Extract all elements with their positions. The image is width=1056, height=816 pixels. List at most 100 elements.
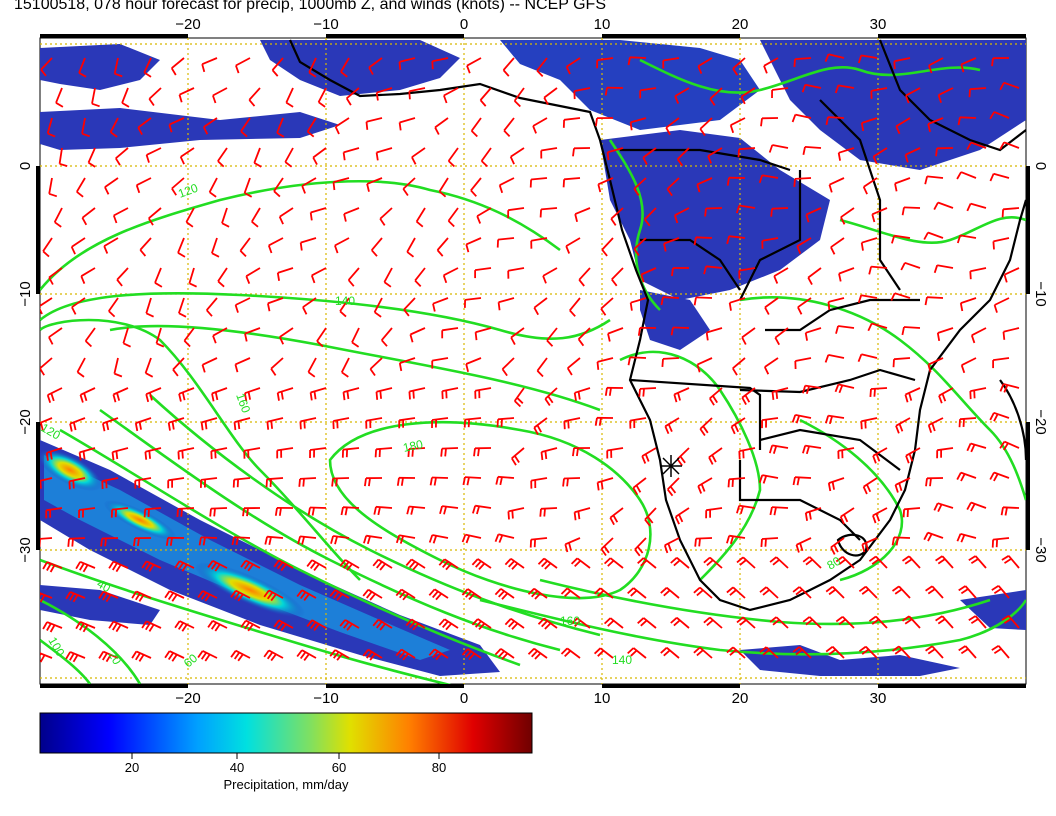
wind-barb-feather xyxy=(772,619,780,626)
wind-barb-feather xyxy=(564,590,572,598)
wind-barb-feather xyxy=(726,586,734,594)
wind-barb xyxy=(402,177,416,190)
wind-barb-feather xyxy=(431,61,434,70)
wind-barb-feather xyxy=(48,192,58,198)
wind-barb-feather xyxy=(703,616,711,624)
wind-barb-feather xyxy=(660,587,668,594)
wind-barb xyxy=(796,237,812,247)
wind-barb xyxy=(533,587,548,599)
wind-barb xyxy=(399,357,416,364)
wind-barb-feather xyxy=(501,592,509,600)
wind-barb xyxy=(536,357,548,372)
wind-barb xyxy=(1003,141,1020,149)
wind-barb xyxy=(828,354,845,359)
wind-barb xyxy=(202,357,218,366)
wind-barb-feather xyxy=(931,423,936,432)
wind-barb-feather xyxy=(603,557,612,565)
wind-barb-feather xyxy=(772,559,780,566)
wind-barb-feather xyxy=(544,562,552,570)
wind-barb-feather xyxy=(503,129,511,138)
wind-barb-feather xyxy=(133,537,136,547)
wind-barb xyxy=(597,477,614,484)
wind-barb xyxy=(470,177,482,191)
wind-barb-feather xyxy=(33,592,37,599)
wind-barb-feather xyxy=(379,563,386,571)
wind-barb-feather xyxy=(828,415,833,425)
wind-barb-feather xyxy=(861,588,870,595)
wind-barb-feather xyxy=(966,142,972,150)
wind-barb xyxy=(970,202,987,209)
wind-barb xyxy=(148,207,162,219)
precipitation-layer xyxy=(40,40,1026,676)
wind-barb xyxy=(903,206,921,209)
wind-barb-feather xyxy=(303,420,306,429)
wind-barb-feather xyxy=(941,393,947,402)
wind-barb xyxy=(643,557,657,569)
wind-barb-feather xyxy=(514,400,522,408)
wind-barb-feather xyxy=(207,620,214,628)
wind-barb xyxy=(113,387,129,396)
wind-barb-feather xyxy=(475,620,482,628)
wind-barb xyxy=(510,327,525,339)
precip-angola-coast xyxy=(640,290,710,350)
wind-barb xyxy=(898,645,911,659)
wind-barb-feather xyxy=(999,82,1005,91)
wind-barb xyxy=(741,387,756,399)
height-contours xyxy=(40,58,1026,684)
wind-barb-feather xyxy=(266,591,274,600)
wind-barb xyxy=(71,297,86,308)
wind-barb-feather xyxy=(647,516,654,524)
wind-barb xyxy=(78,57,86,74)
wind-barb-feather xyxy=(204,653,211,662)
wind-barb-feather xyxy=(676,458,683,467)
wind-barb-feather xyxy=(908,392,913,401)
wind-barb xyxy=(674,207,690,217)
wind-barb xyxy=(741,87,756,98)
wind-barb-feather xyxy=(233,651,241,660)
wind-barb-feather xyxy=(50,393,55,402)
wind-barb-feather xyxy=(306,559,313,567)
wind-barb xyxy=(306,117,317,133)
wind-barb-feather xyxy=(574,620,582,628)
wind-barb-feather xyxy=(808,511,812,520)
wind-barb-feather xyxy=(343,213,347,222)
wind-barb xyxy=(201,57,218,66)
wind-barb-feather xyxy=(871,558,880,565)
wind-barb-feather xyxy=(570,557,578,565)
wind-barb xyxy=(139,237,152,251)
wind-barb-feather xyxy=(395,535,401,544)
wind-barb xyxy=(271,57,284,71)
wind-barb-feather xyxy=(540,451,544,461)
wind-barb-feather xyxy=(181,623,188,632)
wind-barb xyxy=(842,616,855,629)
wind-barb-feather xyxy=(560,587,568,595)
wind-barb-feather xyxy=(875,513,881,522)
wind-barb xyxy=(905,147,921,156)
wind-barb xyxy=(960,171,977,179)
border-5 xyxy=(759,428,901,471)
wind-barb xyxy=(993,537,1010,541)
wind-barb-feather xyxy=(696,589,704,597)
wind-barb-feather xyxy=(432,303,436,312)
wind-barb-feather xyxy=(297,536,301,545)
wind-barb-feather xyxy=(637,327,641,336)
wind-barb-feather xyxy=(402,653,409,661)
wind-barb xyxy=(970,442,987,449)
wind-barb xyxy=(113,357,119,374)
wind-barb-feather xyxy=(214,563,221,572)
wind-barb xyxy=(875,555,888,569)
wind-barb-feather xyxy=(412,623,419,631)
wind-barb-feather xyxy=(405,618,413,627)
wind-barb-feather xyxy=(597,184,602,193)
wind-barb xyxy=(91,87,96,104)
wind-barb-feather xyxy=(138,421,142,430)
wind-barb-feather xyxy=(531,590,538,598)
wind-barb-feather xyxy=(712,395,718,404)
contour-label: 80 xyxy=(825,554,844,573)
wind-barb-feather xyxy=(71,306,77,315)
wind-barb xyxy=(113,57,119,74)
wind-barb-feather xyxy=(740,96,746,105)
wind-barb-feather xyxy=(663,243,667,252)
wind-barb-feather xyxy=(230,590,237,598)
wind-barb-feather xyxy=(603,545,610,554)
